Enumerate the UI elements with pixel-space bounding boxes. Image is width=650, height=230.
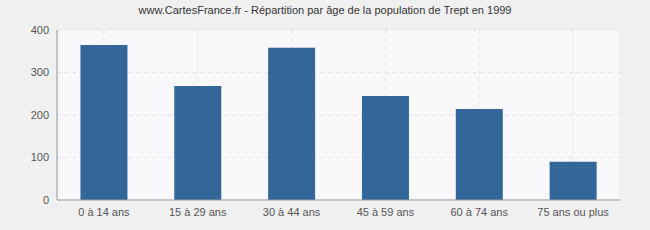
- svg-text:75 ans ou plus: 75 ans ou plus: [537, 206, 609, 218]
- svg-text:200: 200: [31, 109, 49, 121]
- svg-text:0 à 14 ans: 0 à 14 ans: [78, 206, 130, 218]
- svg-text:100: 100: [31, 151, 49, 163]
- svg-text:30 à 44 ans: 30 à 44 ans: [263, 206, 321, 218]
- html-text:www.CartesFrance.fr - Répartit: www.CartesFrance.fr - Répartition par âg…: [138, 4, 512, 16]
- svg-text:15 à 29 ans: 15 à 29 ans: [169, 206, 227, 218]
- svg-text:60 à 74 ans: 60 à 74 ans: [451, 206, 509, 218]
- svg-text:400: 400: [31, 24, 49, 36]
- svg-text:300: 300: [31, 66, 49, 78]
- svg-text:0: 0: [43, 194, 49, 206]
- svg-text:45 à 59 ans: 45 à 59 ans: [357, 206, 415, 218]
